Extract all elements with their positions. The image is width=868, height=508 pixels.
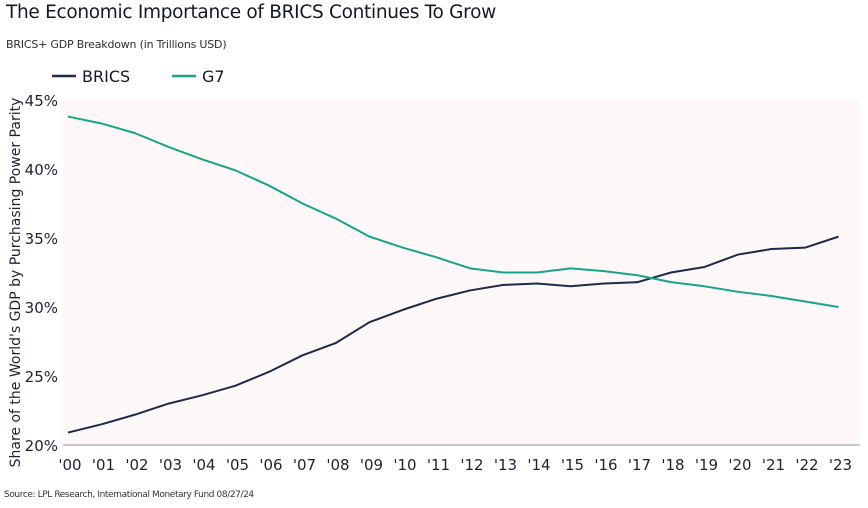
series-line-brics [67, 235, 839, 434]
y-axis-label: Share of the World's GDP by Purchasing P… [8, 98, 24, 468]
y-tick-label: 45% [25, 92, 58, 110]
x-tick-label: '12 [460, 456, 483, 474]
x-tick-label: '01 [92, 456, 115, 474]
x-tick-label: '03 [159, 456, 182, 474]
x-tick-label: '19 [695, 456, 718, 474]
y-tick-label: 20% [25, 437, 58, 455]
legend-label-brics: BRICS [82, 67, 130, 86]
legend-label-g7: G7 [202, 67, 225, 86]
x-tick-label: '15 [561, 456, 584, 474]
chart-title: The Economic Importance of BRICS Continu… [6, 2, 496, 23]
x-tick-label: '05 [226, 456, 249, 474]
y-tick-label: 35% [25, 230, 58, 248]
y-tick-label: 40% [25, 161, 58, 179]
x-tick-label: '06 [259, 456, 282, 474]
y-tick-label: 25% [25, 368, 58, 386]
source-note: Source: LPL Research, International Mone… [4, 490, 254, 500]
x-tick-label: '21 [762, 456, 785, 474]
x-tick-label: '11 [427, 456, 450, 474]
x-tick-label: '16 [594, 456, 617, 474]
series-line-g7 [67, 115, 839, 308]
x-tick-label: '17 [628, 456, 651, 474]
x-tick-label: '10 [393, 456, 416, 474]
y-tick-label: 30% [25, 299, 58, 317]
x-tick-label: '09 [360, 456, 383, 474]
x-tick-label: '02 [125, 456, 148, 474]
x-tick-label: '00 [58, 456, 81, 474]
x-tick-label: '07 [293, 456, 316, 474]
x-tick-label: '08 [326, 456, 349, 474]
x-tick-label: '22 [795, 456, 818, 474]
x-tick-label: '14 [527, 456, 550, 474]
chart-subtitle: BRICS+ GDP Breakdown (in Trillions USD) [6, 38, 227, 51]
x-tick-label: '13 [494, 456, 517, 474]
x-tick-label: '20 [728, 456, 751, 474]
x-tick-label: '18 [661, 456, 684, 474]
x-tick-label: '23 [829, 456, 852, 474]
x-tick-label: '04 [192, 456, 215, 474]
